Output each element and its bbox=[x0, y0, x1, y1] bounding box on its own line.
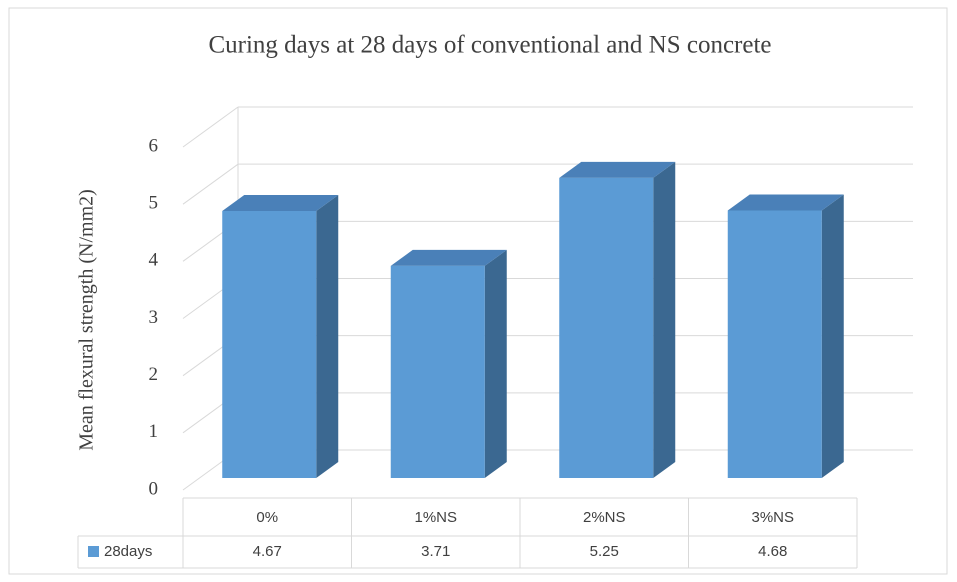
y-axis-label: Mean flexural strength (N/mm2) bbox=[76, 189, 98, 451]
bar bbox=[222, 195, 339, 478]
y-tick-label: 1 bbox=[149, 421, 159, 442]
bar-side bbox=[821, 194, 844, 478]
y-tick-label: 6 bbox=[149, 135, 159, 156]
grid-line bbox=[182, 163, 239, 205]
y-tick-label: 2 bbox=[149, 364, 159, 385]
table-value: 5.25 bbox=[590, 543, 619, 560]
x-tick-label: 1%NS bbox=[414, 509, 457, 526]
bar-front bbox=[390, 265, 485, 478]
y-tick-label: 4 bbox=[149, 250, 159, 271]
chart-title: Curing days at 28 days of conventional a… bbox=[208, 32, 771, 59]
bar bbox=[559, 161, 676, 478]
table-value: 4.67 bbox=[253, 543, 282, 560]
bar-side bbox=[316, 195, 339, 478]
legend-label: 28days bbox=[104, 543, 152, 560]
bar-side bbox=[653, 161, 676, 478]
legend-swatch bbox=[88, 546, 99, 557]
bar-front bbox=[727, 210, 822, 478]
bar-top bbox=[727, 194, 844, 211]
bar bbox=[727, 194, 844, 478]
bar-top bbox=[559, 161, 676, 178]
x-tick-label: 2%NS bbox=[583, 509, 626, 526]
bar-top bbox=[390, 249, 507, 266]
bar-front bbox=[559, 177, 654, 478]
grid-line bbox=[182, 106, 239, 148]
bar bbox=[390, 249, 507, 478]
y-tick-label: 3 bbox=[149, 307, 159, 328]
bar-front bbox=[222, 211, 317, 478]
table-value: 4.68 bbox=[758, 543, 787, 560]
bar-side bbox=[484, 249, 507, 478]
x-tick-label: 0% bbox=[256, 509, 278, 526]
y-tick-label: 5 bbox=[149, 193, 159, 214]
x-tick-label: 3%NS bbox=[751, 509, 794, 526]
table-value: 3.71 bbox=[421, 543, 450, 560]
y-tick-label: 0 bbox=[149, 478, 159, 499]
bar-top bbox=[222, 195, 339, 212]
